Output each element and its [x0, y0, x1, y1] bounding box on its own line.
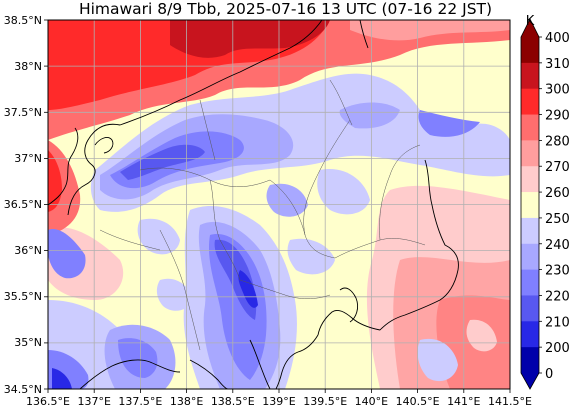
colorbar-segment	[521, 192, 539, 219]
colorbar-tick-label: 200	[545, 341, 570, 356]
colorbar-unit: K	[526, 14, 535, 29]
colorbar-tick-label: 240	[545, 238, 570, 253]
graticule	[48, 20, 510, 389]
colorbar-segment	[521, 166, 539, 193]
colorbar-segment	[521, 295, 539, 322]
y-tick-label: 38.5°N	[4, 14, 42, 27]
y-tick-label: 36°N	[14, 244, 42, 257]
colorbar	[520, 18, 540, 390]
colorbar-segment	[521, 88, 539, 116]
map-title: Himawari 8/9 Tbb, 2025-07-16 13 UTC (07-…	[78, 0, 493, 18]
colorbar-tick-label: 280	[545, 134, 570, 149]
colorbar-tick-label: 220	[545, 289, 570, 304]
x-axis	[47, 389, 511, 393]
x-tick-label: 139°E	[262, 395, 295, 408]
x-tick-label: 136.5°E	[26, 395, 70, 408]
colorbar-segment	[521, 217, 539, 245]
y-tick-label: 35°N	[14, 336, 42, 349]
colorbar-segment	[521, 62, 539, 90]
x-tick-label: 137.5°E	[118, 395, 162, 408]
colorbar-segment	[521, 321, 539, 348]
colorbar-tick-label: 400	[545, 31, 570, 46]
colorbar-tick-label: 0	[545, 367, 553, 382]
x-tick-label: 138°E	[170, 395, 203, 408]
x-tick-label: 141.5°E	[488, 395, 532, 408]
y-tick-label: 36.5°N	[4, 198, 42, 211]
x-tick-label: 138.5°E	[211, 395, 255, 408]
colorbar-tick-label: 230	[545, 264, 570, 279]
y-tick-label: 37.5°N	[4, 106, 42, 119]
y-axis	[44, 19, 48, 390]
x-tick-label: 140.5°E	[396, 395, 440, 408]
x-tick-label: 139.5°E	[303, 395, 347, 408]
colorbar-segment	[521, 243, 539, 271]
colorbar-extend-bottom	[521, 373, 539, 389]
colorbar-segment	[521, 269, 539, 296]
colorbar-tick-label: 250	[545, 212, 570, 227]
x-tick-label: 137°E	[77, 395, 110, 408]
colorbar-labels: 400 310 300 290 280 270 260 250 240 230 220 210 200 0	[539, 31, 570, 382]
x-tick-label: 140°E	[355, 395, 388, 408]
colorbar-segment	[521, 37, 539, 64]
y-tick-label: 37°N	[14, 152, 42, 165]
colorbar-tick-label: 290	[545, 109, 570, 124]
colorbar-extend-top	[521, 19, 539, 37]
colorbar-tick-label: 300	[545, 83, 570, 98]
y-tick-label: 38°N	[14, 60, 42, 73]
colorbar-segment	[521, 140, 539, 167]
prefecture-boundaries	[99, 79, 426, 351]
coastline	[48, 20, 459, 389]
y-tick-labels: 38.5°N 38°N 37.5°N 37°N 36.5°N 36°N 35.5…	[4, 14, 42, 396]
y-tick-label: 35.5°N	[4, 290, 42, 303]
colorbar-segment	[521, 347, 539, 374]
x-tick-labels: 136.5°E 137°E 137.5°E 138°E 138.5°E 139°…	[26, 395, 532, 408]
colorbar-tick-label: 210	[545, 315, 570, 330]
x-tick-label: 141°E	[447, 395, 480, 408]
colorbar-tick-label: 260	[545, 186, 570, 201]
colorbar-tick-label: 270	[545, 160, 570, 175]
y-tick-label: 34.5°N	[4, 383, 42, 396]
colorbar-tick-label: 310	[545, 57, 570, 72]
colorbar-segment	[521, 114, 539, 141]
